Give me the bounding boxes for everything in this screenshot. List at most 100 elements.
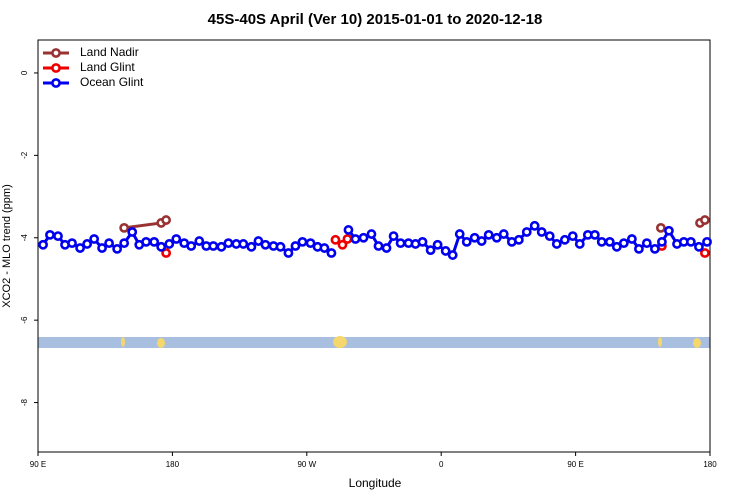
point	[655, 222, 666, 233]
point	[483, 229, 494, 240]
point	[618, 238, 629, 249]
point	[447, 250, 458, 260]
point	[611, 241, 622, 252]
legend-marker	[51, 63, 61, 73]
point	[388, 231, 399, 242]
point	[156, 241, 167, 252]
point	[461, 236, 472, 247]
point	[161, 248, 172, 258]
point	[343, 225, 354, 235]
point	[82, 239, 93, 249]
point	[330, 234, 341, 245]
point	[626, 234, 637, 244]
point	[326, 248, 337, 258]
point	[432, 239, 443, 250]
point	[194, 236, 205, 246]
legend-label: Ocean Glint	[80, 75, 144, 89]
y-tick-label: 0	[20, 70, 29, 75]
point	[119, 222, 130, 233]
point	[381, 243, 392, 253]
point	[358, 232, 369, 243]
point	[305, 238, 316, 249]
point	[290, 241, 301, 251]
legend-marker	[51, 48, 61, 58]
point	[171, 234, 182, 244]
point	[641, 238, 652, 249]
point	[664, 225, 674, 236]
plot-frame	[37, 39, 711, 453]
point	[283, 248, 294, 258]
x-tick-label: 0	[439, 460, 444, 469]
point	[567, 231, 578, 242]
point	[45, 229, 55, 240]
point	[454, 229, 465, 239]
point	[253, 236, 264, 246]
x-tick-label: 180	[166, 460, 180, 469]
point	[260, 239, 271, 250]
point	[574, 239, 585, 249]
x-tick-label: 90 E	[30, 460, 46, 469]
point	[275, 241, 286, 252]
point	[513, 234, 524, 245]
point	[238, 239, 249, 249]
point	[67, 238, 77, 249]
point	[53, 231, 63, 242]
point	[596, 236, 607, 247]
point	[141, 236, 152, 247]
point	[476, 236, 487, 246]
chart-title: 45S-40S April (Ver 10) 2015-01-01 to 202…	[208, 11, 543, 28]
y-tick-label: -8	[20, 398, 29, 406]
point	[521, 227, 532, 237]
point	[161, 215, 172, 225]
x-axis-label: Longitude	[349, 476, 402, 490]
point	[97, 243, 107, 253]
point	[223, 238, 234, 249]
point	[657, 236, 667, 247]
point	[529, 220, 540, 231]
point	[544, 231, 555, 242]
x-tick-label: 180	[703, 460, 717, 469]
point	[700, 215, 710, 225]
point	[373, 241, 384, 251]
point	[649, 243, 660, 254]
point	[119, 238, 130, 249]
series-line	[123, 218, 706, 230]
point	[417, 236, 428, 247]
point	[589, 229, 600, 240]
point	[104, 238, 114, 249]
point	[342, 234, 353, 244]
point	[694, 241, 704, 252]
y-tick-label: -2	[20, 151, 29, 159]
point	[440, 246, 451, 256]
point	[246, 241, 257, 252]
y-tick-label: -4	[20, 234, 29, 242]
point	[89, 234, 100, 244]
point	[164, 239, 175, 249]
point	[700, 248, 710, 258]
point	[559, 234, 570, 245]
point	[685, 236, 696, 247]
point	[425, 245, 436, 256]
x-tick-label: 90 E	[567, 460, 583, 469]
point	[186, 241, 197, 251]
point	[208, 241, 219, 251]
point	[702, 236, 712, 247]
point	[395, 238, 406, 249]
point	[38, 239, 48, 250]
point	[350, 234, 361, 244]
point	[604, 236, 615, 247]
legend-label: Land Nadir	[80, 45, 139, 59]
point	[551, 239, 562, 249]
point	[536, 227, 547, 237]
legend-marker	[51, 78, 61, 88]
point	[337, 239, 348, 250]
y-axis-label: XCO2 - MLO trend (ppm)	[1, 184, 13, 307]
point	[75, 243, 86, 253]
legend-label: Land Glint	[80, 60, 135, 74]
point	[491, 232, 502, 243]
point	[498, 229, 509, 239]
point	[319, 243, 330, 253]
point	[112, 243, 123, 254]
point	[127, 227, 138, 237]
